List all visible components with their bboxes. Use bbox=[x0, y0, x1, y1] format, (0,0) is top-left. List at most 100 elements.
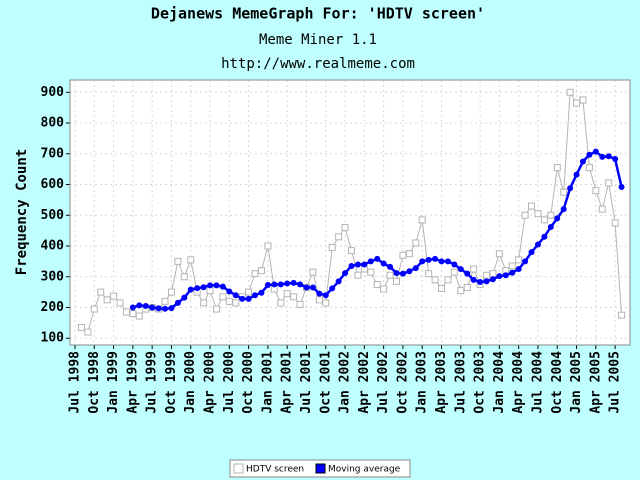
point bbox=[534, 241, 541, 248]
point bbox=[399, 251, 407, 259]
x-tick-label: Oct 2004 bbox=[550, 351, 565, 414]
point bbox=[264, 282, 271, 289]
point bbox=[496, 273, 503, 280]
point bbox=[380, 260, 387, 267]
point bbox=[225, 297, 233, 305]
point bbox=[508, 262, 516, 270]
point bbox=[136, 302, 143, 309]
x-tick-label: Oct 1998 bbox=[87, 351, 102, 414]
point bbox=[77, 323, 85, 331]
point bbox=[450, 268, 458, 276]
point bbox=[103, 296, 111, 304]
point bbox=[252, 292, 259, 299]
point bbox=[239, 295, 246, 302]
x-tick-label: Jan 2005 bbox=[569, 351, 584, 414]
x-tick-label: Apr 2000 bbox=[203, 351, 218, 414]
point bbox=[605, 179, 613, 187]
point bbox=[271, 281, 278, 288]
point bbox=[528, 202, 536, 210]
legend-label: Moving average bbox=[328, 465, 401, 475]
point bbox=[328, 244, 336, 252]
point bbox=[90, 305, 98, 313]
point bbox=[232, 292, 239, 299]
point bbox=[470, 276, 477, 283]
point bbox=[245, 288, 253, 296]
point bbox=[167, 288, 175, 296]
point bbox=[322, 292, 329, 299]
point bbox=[618, 311, 626, 319]
point bbox=[418, 216, 426, 224]
x-tick-label: Jul 2004 bbox=[530, 351, 545, 414]
x-tick-label: Jul 2005 bbox=[608, 351, 623, 414]
point bbox=[200, 299, 208, 307]
point bbox=[97, 288, 105, 296]
point bbox=[303, 284, 310, 291]
x-tick-label: Oct 2000 bbox=[241, 351, 256, 414]
point bbox=[470, 265, 478, 273]
x-tick-label: Jul 1999 bbox=[145, 351, 160, 414]
point bbox=[277, 281, 284, 288]
point bbox=[335, 233, 343, 241]
point bbox=[181, 294, 188, 301]
x-tick-label: Oct 2002 bbox=[395, 351, 410, 414]
x-tick-label: Apr 2001 bbox=[280, 351, 295, 414]
point bbox=[116, 299, 124, 307]
point bbox=[122, 308, 130, 316]
x-tick-label: Oct 1999 bbox=[164, 351, 179, 414]
point bbox=[206, 287, 214, 295]
point bbox=[547, 211, 555, 219]
point bbox=[258, 289, 265, 296]
point bbox=[419, 258, 426, 265]
point bbox=[618, 183, 625, 190]
point bbox=[84, 328, 92, 336]
point bbox=[547, 223, 554, 230]
point bbox=[149, 304, 156, 311]
point bbox=[463, 284, 471, 292]
point bbox=[341, 224, 349, 232]
x-tick-label: Oct 2001 bbox=[318, 351, 333, 414]
point bbox=[521, 211, 529, 219]
point bbox=[245, 295, 252, 302]
point bbox=[406, 268, 413, 275]
point bbox=[187, 256, 195, 264]
point bbox=[290, 293, 298, 301]
point bbox=[528, 249, 535, 256]
point bbox=[284, 280, 291, 287]
y-tick-label: 100 bbox=[41, 331, 65, 346]
x-tick-label: Oct 2003 bbox=[473, 351, 488, 414]
point bbox=[586, 151, 593, 158]
point bbox=[451, 261, 458, 268]
point bbox=[194, 285, 201, 292]
point bbox=[522, 258, 529, 265]
x-tick-label: Jul 2002 bbox=[376, 351, 391, 414]
point bbox=[566, 88, 574, 96]
point bbox=[553, 164, 561, 172]
y-tick-label: 200 bbox=[41, 300, 65, 315]
x-tick-label: Jan 2000 bbox=[183, 351, 198, 414]
source-url: http://www.realmeme.com bbox=[221, 56, 415, 72]
point bbox=[477, 278, 484, 285]
point bbox=[213, 282, 220, 289]
legend-label: HDTV screen bbox=[246, 465, 304, 475]
x-tick-label: Apr 2004 bbox=[511, 351, 526, 414]
point bbox=[367, 268, 375, 276]
point bbox=[386, 271, 394, 279]
point bbox=[142, 302, 149, 309]
point bbox=[579, 96, 587, 104]
x-tick-label: Jan 2003 bbox=[415, 351, 430, 414]
x-tick-label: Apr 2003 bbox=[434, 351, 449, 414]
point bbox=[155, 305, 162, 312]
point bbox=[573, 99, 581, 107]
point bbox=[348, 262, 355, 269]
y-tick-label: 500 bbox=[41, 208, 65, 223]
x-tick-label: Jul 1998 bbox=[68, 351, 83, 414]
point bbox=[412, 239, 420, 247]
point bbox=[257, 267, 265, 275]
point bbox=[110, 292, 118, 300]
point bbox=[226, 288, 233, 295]
point bbox=[592, 187, 600, 195]
point bbox=[592, 148, 599, 155]
subtitle: Meme Miner 1.1 bbox=[259, 32, 377, 48]
point bbox=[432, 255, 439, 262]
point bbox=[399, 270, 406, 277]
